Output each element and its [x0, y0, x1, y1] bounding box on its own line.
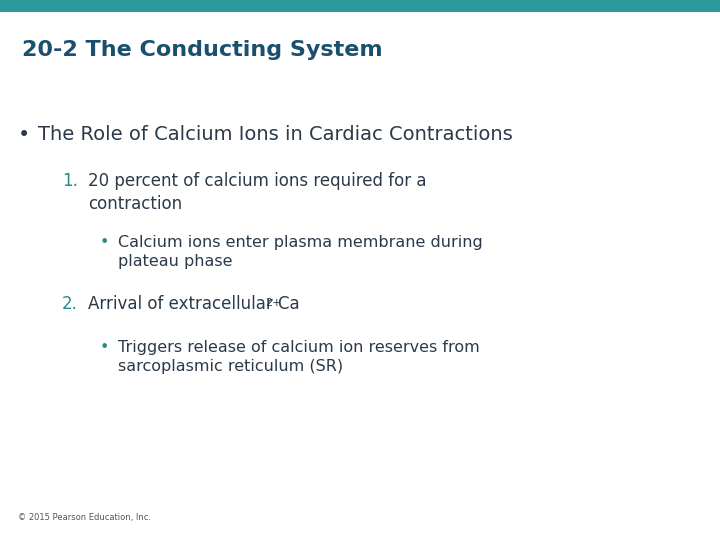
Text: •: • [100, 235, 109, 250]
Text: 20-2 The Conducting System: 20-2 The Conducting System [22, 40, 382, 60]
Text: Calcium ions enter plasma membrane during
plateau phase: Calcium ions enter plasma membrane durin… [118, 235, 482, 269]
Text: •: • [100, 340, 109, 355]
Text: © 2015 Pearson Education, Inc.: © 2015 Pearson Education, Inc. [18, 513, 151, 522]
Text: The Role of Calcium Ions in Cardiac Contractions: The Role of Calcium Ions in Cardiac Cont… [38, 125, 513, 144]
Text: 2.: 2. [62, 295, 78, 313]
Text: 20 percent of calcium ions required for a
contraction: 20 percent of calcium ions required for … [88, 172, 426, 213]
Text: 2+: 2+ [265, 298, 282, 308]
Text: Triggers release of calcium ion reserves from
sarcoplasmic reticulum (SR): Triggers release of calcium ion reserves… [118, 340, 480, 374]
Text: •: • [18, 125, 30, 145]
Bar [0, 0, 720, 12]
Text: Arrival of extracellular Ca: Arrival of extracellular Ca [88, 295, 300, 313]
Text: 1.: 1. [62, 172, 78, 190]
